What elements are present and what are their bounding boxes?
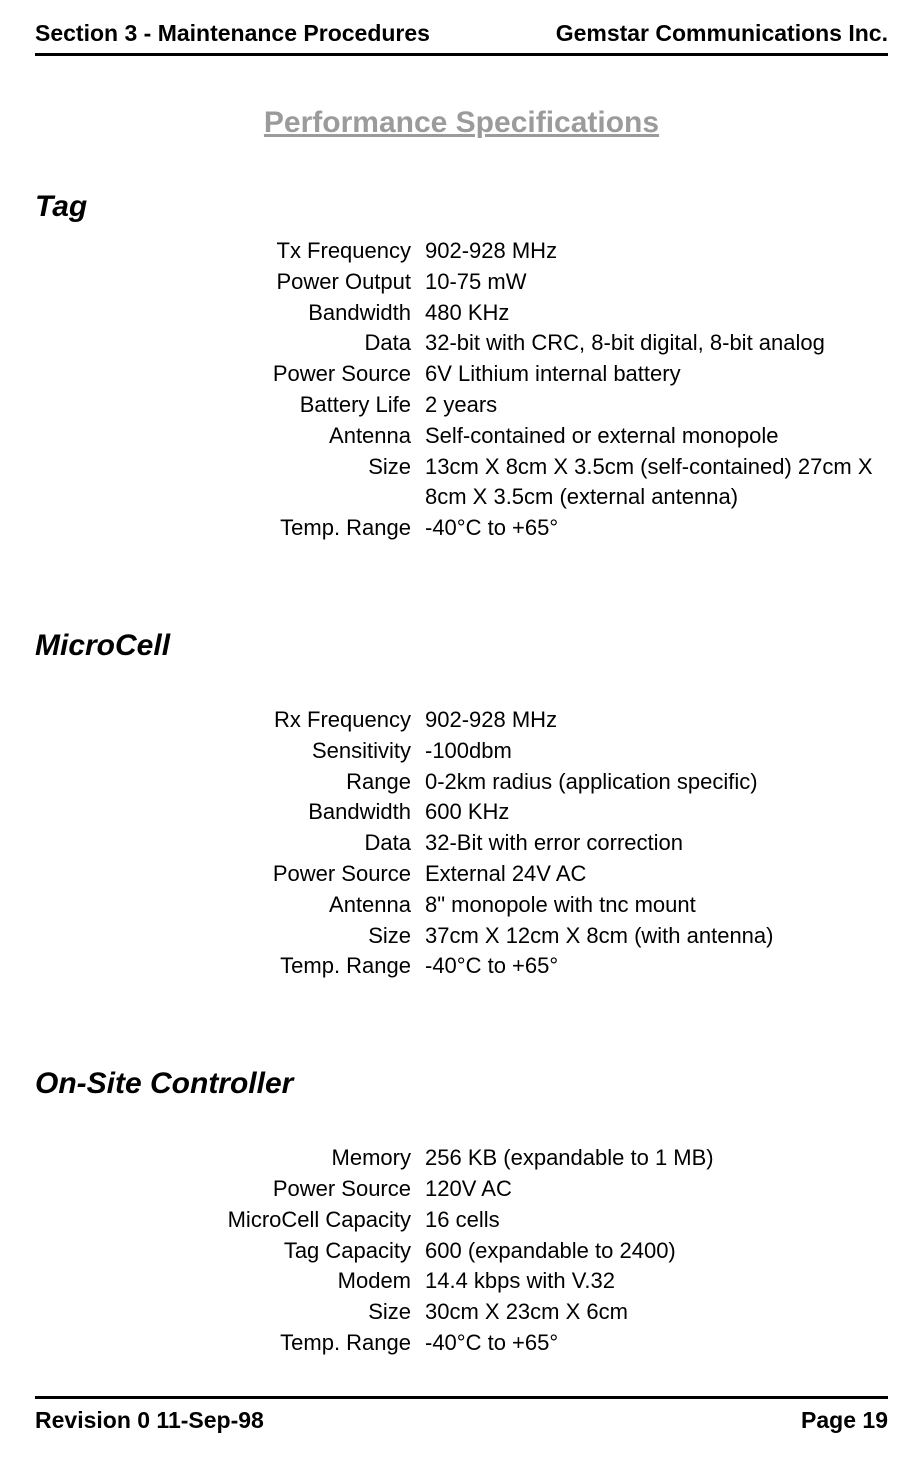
footer: Revision 0 11-Sep-98 Page 19 (35, 1407, 888, 1434)
spec-label: Sensitivity (165, 736, 425, 767)
spec-row: Tag Capacity600 (expandable to 2400) (165, 1236, 888, 1267)
spec-row: Power Source6V Lithium internal battery (165, 359, 888, 390)
spec-value: -40°C to +65° (425, 1328, 888, 1359)
spec-value: 32-Bit with error correction (425, 828, 888, 859)
spec-label: Rx Frequency (165, 705, 425, 736)
spec-label: Tag Capacity (165, 1236, 425, 1267)
spec-label: Antenna (165, 421, 425, 452)
spec-label: Bandwidth (165, 298, 425, 329)
spec-value: 902-928 MHz (425, 705, 888, 736)
spec-label: Antenna (165, 890, 425, 921)
sections-container: TagTx Frequency902-928 MHzPower Output10… (35, 190, 888, 1359)
spec-label: Modem (165, 1266, 425, 1297)
spec-row: Power SourceExternal 24V AC (165, 859, 888, 890)
spec-label: MicroCell Capacity (165, 1205, 425, 1236)
section-heading: MicroCell (35, 629, 888, 663)
spec-value: 256 KB (expandable to 1 MB) (425, 1143, 888, 1174)
spec-label: Power Source (165, 859, 425, 890)
spec-row: Antenna8" monopole with tnc mount (165, 890, 888, 921)
spec-row: Bandwidth600 KHz (165, 797, 888, 828)
spec-row: Bandwidth480 KHz (165, 298, 888, 329)
spec-label: Tx Frequency (165, 236, 425, 267)
spec-label: Temp. Range (165, 951, 425, 982)
footer-rule (35, 1396, 888, 1399)
spec-value: 16 cells (425, 1205, 888, 1236)
spec-row: Tx Frequency902-928 MHz (165, 236, 888, 267)
spec-row: Sensitivity-100dbm (165, 736, 888, 767)
spec-value: 600 (expandable to 2400) (425, 1236, 888, 1267)
spec-row: Temp. Range-40°C to +65° (165, 1328, 888, 1359)
spec-table: Rx Frequency902-928 MHzSensitivity-100db… (165, 705, 888, 982)
header-right: Gemstar Communications Inc. (556, 20, 888, 47)
spec-label: Power Source (165, 359, 425, 390)
spec-value: 120V AC (425, 1174, 888, 1205)
footer-left: Revision 0 11-Sep-98 (35, 1407, 264, 1434)
spec-label: Temp. Range (165, 513, 425, 544)
spec-value: 8" monopole with tnc mount (425, 890, 888, 921)
spec-value: 0-2km radius (application specific) (425, 767, 888, 798)
spec-row: Size13cm X 8cm X 3.5cm (self-contained) … (165, 452, 888, 514)
spec-label: Battery Life (165, 390, 425, 421)
spec-row: Size37cm X 12cm X 8cm (with antenna) (165, 921, 888, 952)
spec-label: Power Output (165, 267, 425, 298)
spec-label: Size (165, 921, 425, 952)
spec-value: 6V Lithium internal battery (425, 359, 888, 390)
spec-row: Range0-2km radius (application specific) (165, 767, 888, 798)
spec-value: 10-75 mW (425, 267, 888, 298)
spec-row: AntennaSelf-contained or external monopo… (165, 421, 888, 452)
header: Section 3 - Maintenance Procedures Gemst… (35, 20, 888, 56)
spec-value: 14.4 kbps with V.32 (425, 1266, 888, 1297)
spec-label: Bandwidth (165, 797, 425, 828)
spec-value: 30cm X 23cm X 6cm (425, 1297, 888, 1328)
spec-row: Memory256 KB (expandable to 1 MB) (165, 1143, 888, 1174)
spec-row: Temp. Range-40°C to +65° (165, 513, 888, 544)
spec-row: Modem14.4 kbps with V.32 (165, 1266, 888, 1297)
spec-table: Memory256 KB (expandable to 1 MB)Power S… (165, 1143, 888, 1359)
spec-row: Temp. Range-40°C to +65° (165, 951, 888, 982)
spec-value: 902-928 MHz (425, 236, 888, 267)
spec-row: Data32-bit with CRC, 8-bit digital, 8-bi… (165, 328, 888, 359)
spec-value: 600 KHz (425, 797, 888, 828)
footer-right: Page 19 (801, 1407, 888, 1434)
spec-value: 480 KHz (425, 298, 888, 329)
spec-value: -40°C to +65° (425, 513, 888, 544)
spec-value: 13cm X 8cm X 3.5cm (self-contained) 27cm… (425, 452, 888, 514)
spec-row: Power Output10-75 mW (165, 267, 888, 298)
section-heading: On-Site Controller (35, 1067, 888, 1101)
spec-label: Size (165, 1297, 425, 1328)
spec-value: 37cm X 12cm X 8cm (with antenna) (425, 921, 888, 952)
spec-label: Range (165, 767, 425, 798)
spec-row: MicroCell Capacity16 cells (165, 1205, 888, 1236)
section-heading: Tag (35, 190, 888, 224)
spec-label: Size (165, 452, 425, 514)
spec-row: Power Source120V AC (165, 1174, 888, 1205)
spec-value: -40°C to +65° (425, 951, 888, 982)
spec-value: 2 years (425, 390, 888, 421)
spec-row: Rx Frequency902-928 MHz (165, 705, 888, 736)
header-left: Section 3 - Maintenance Procedures (35, 20, 430, 47)
spec-row: Size30cm X 23cm X 6cm (165, 1297, 888, 1328)
spec-row: Battery Life2 years (165, 390, 888, 421)
spec-label: Data (165, 828, 425, 859)
spec-value: Self-contained or external monopole (425, 421, 888, 452)
spec-row: Data32-Bit with error correction (165, 828, 888, 859)
page-title: Performance Specifications (35, 106, 888, 140)
spec-table: Tx Frequency902-928 MHzPower Output10-75… (165, 236, 888, 544)
spec-label: Temp. Range (165, 1328, 425, 1359)
spec-label: Power Source (165, 1174, 425, 1205)
spec-value: 32-bit with CRC, 8-bit digital, 8-bit an… (425, 328, 888, 359)
spec-label: Memory (165, 1143, 425, 1174)
spec-value: -100dbm (425, 736, 888, 767)
spec-label: Data (165, 328, 425, 359)
spec-value: External 24V AC (425, 859, 888, 890)
